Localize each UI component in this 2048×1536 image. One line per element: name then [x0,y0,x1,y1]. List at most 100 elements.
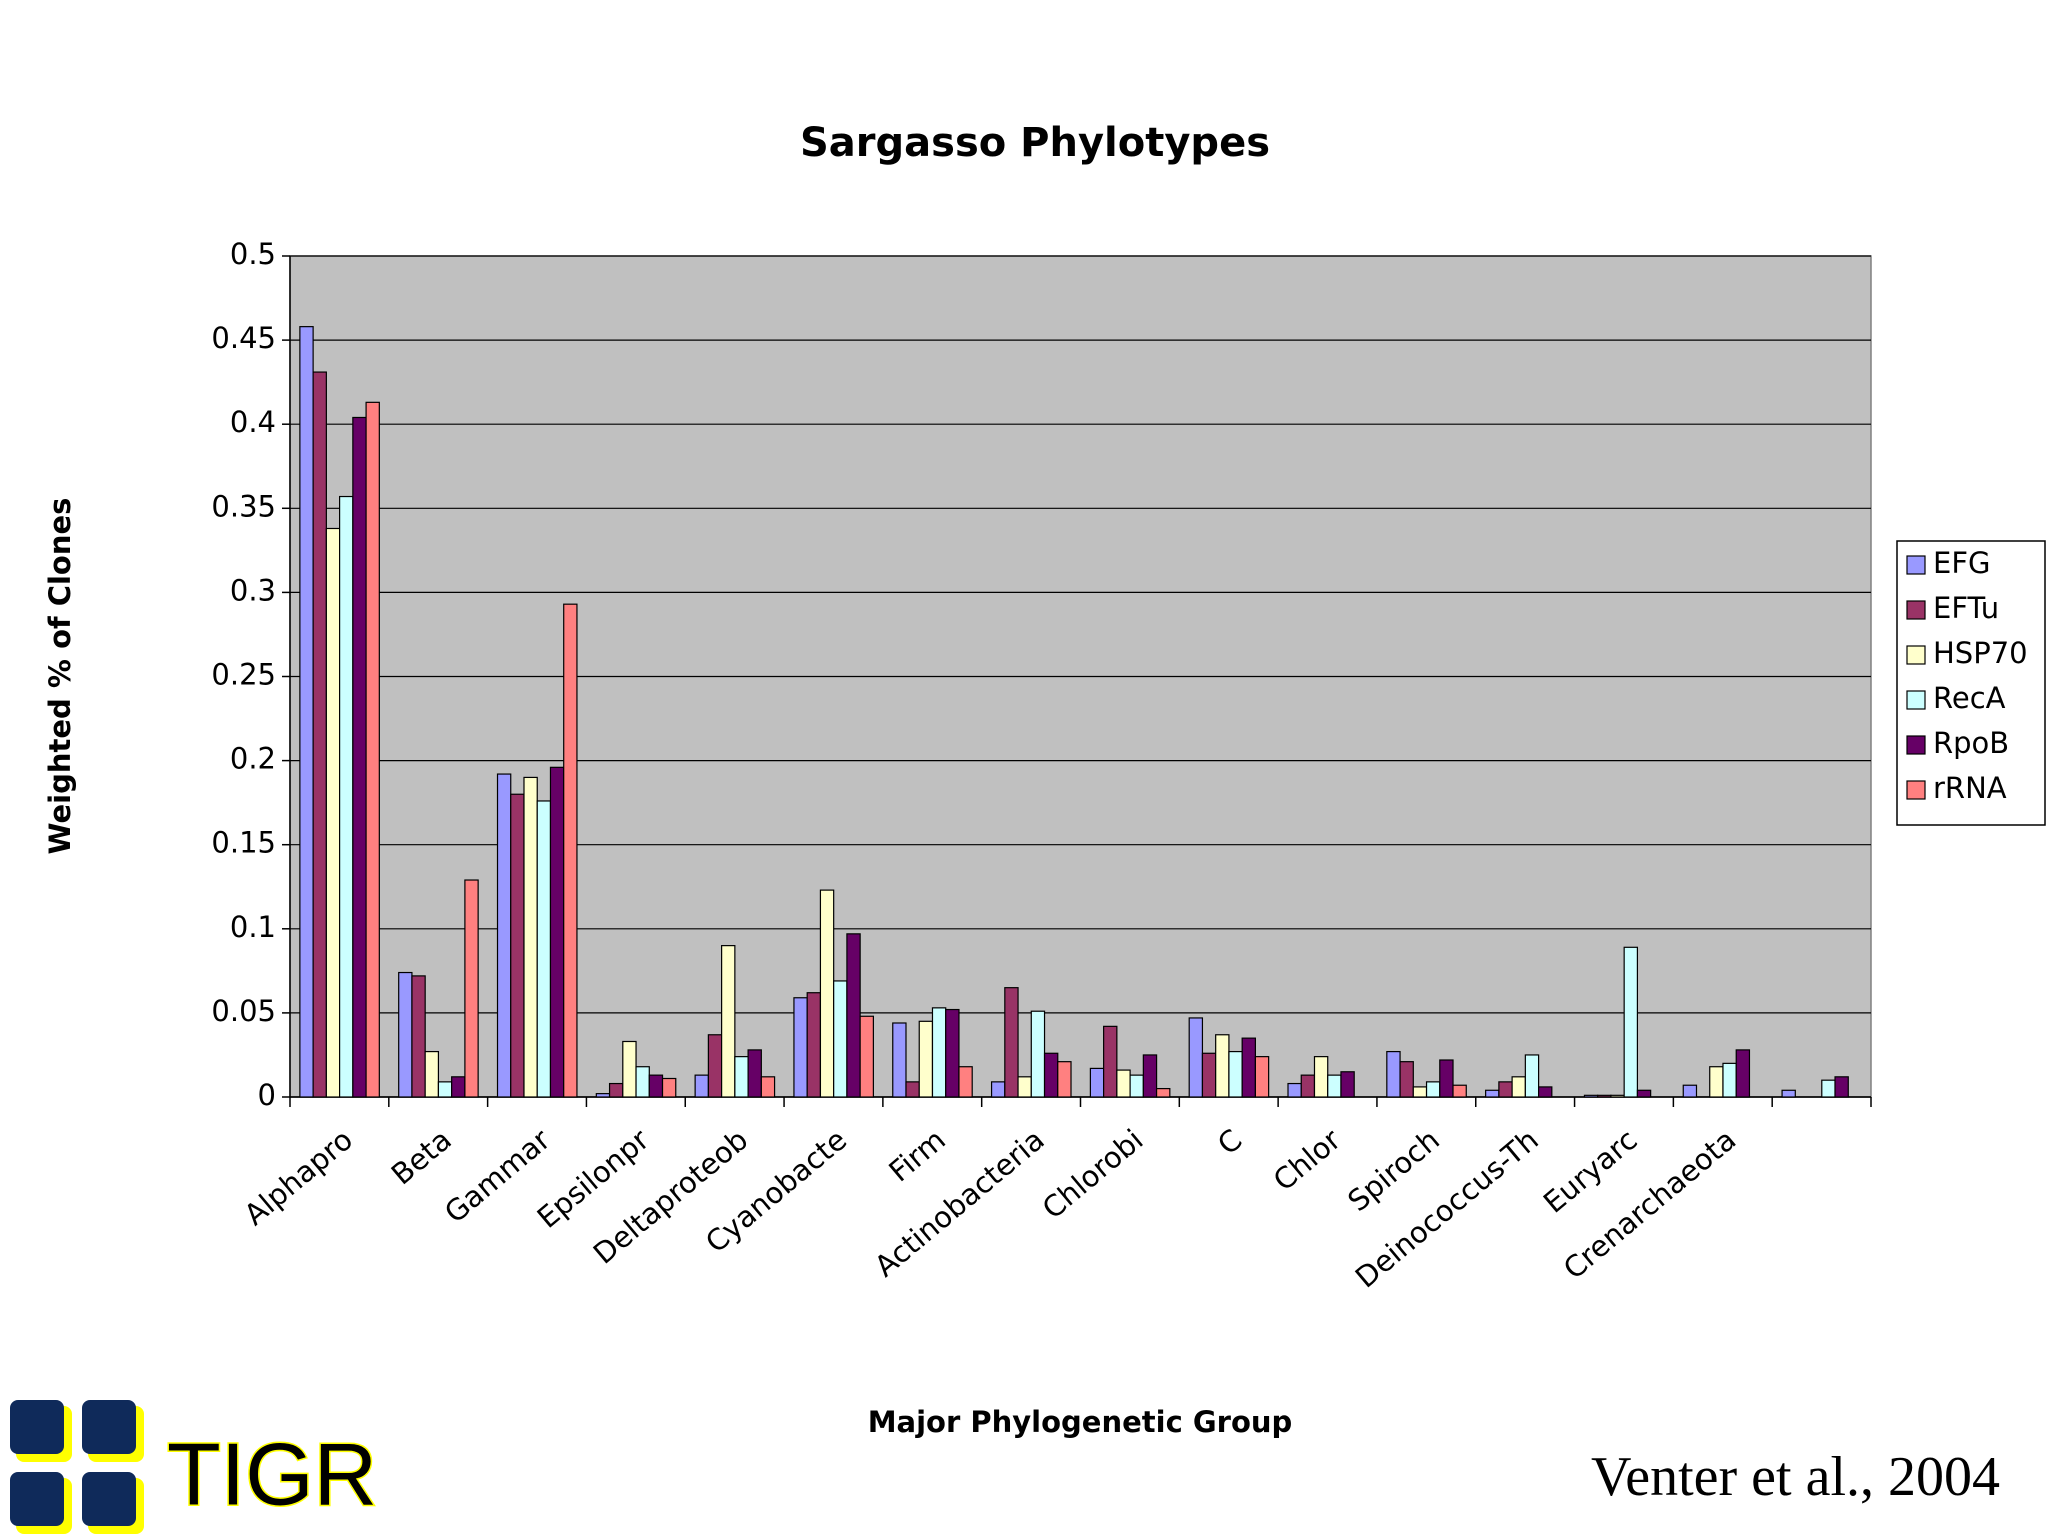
bar [846,933,861,1098]
bar [622,1040,637,1098]
bar [595,1093,611,1098]
bar [1834,1076,1849,1098]
bar [1089,1067,1105,1098]
bar [833,980,848,1098]
bar [563,603,578,1098]
bar [905,1081,920,1098]
bar [958,1066,973,1098]
bar [859,1015,874,1098]
legend-swatch [1906,690,1926,710]
bar [1485,1089,1500,1098]
bar [1188,1017,1204,1098]
bar [661,1077,677,1098]
bar [1735,1049,1751,1098]
y-tick-label: 0.15 [211,826,276,860]
bar [734,1056,749,1098]
bar [1057,1061,1072,1098]
legend-label: EFTu [1933,591,1999,625]
x-tick-label: Alphapro [238,1122,359,1232]
legend-swatch [1906,645,1926,665]
bar [931,1007,947,1098]
legend-swatch [1906,735,1926,755]
bar [1300,1074,1316,1098]
bar [424,1050,440,1098]
bar [793,997,808,1098]
bar [1399,1061,1414,1098]
x-axis-title: Major Phylogenetic Group [868,1405,1293,1439]
bar [1498,1081,1513,1098]
bar [451,1076,466,1098]
bar [365,401,380,1098]
bar [806,992,822,1098]
y-tick-label: 0.5 [230,237,276,271]
y-tick-label: 0.25 [211,658,276,692]
y-tick-label: 0.05 [211,994,276,1028]
bar [299,326,314,1098]
bar [635,1066,650,1098]
chart-title: Sargasso Phylotypes [800,120,1270,166]
bar [1597,1094,1612,1098]
bar [1439,1059,1454,1098]
x-tick-label: Chlorobi [1036,1122,1150,1225]
bar [1129,1074,1144,1098]
bar [1017,1076,1032,1098]
x-tick-label: Firm [882,1122,952,1188]
bar [549,766,565,1098]
legend-swatch [1906,555,1926,575]
bar [1636,1089,1652,1098]
x-tick-label: Deinococcus-Th [1349,1122,1545,1294]
bar [918,1020,934,1098]
bar [1781,1089,1796,1098]
bar [1386,1050,1401,1098]
bar [1452,1084,1467,1098]
bar [523,776,538,1098]
bar [1821,1079,1836,1098]
bar [747,1049,762,1098]
bar [1610,1094,1625,1098]
bar [437,1081,453,1098]
bar [819,889,835,1098]
logo-text: TIGR [167,1424,377,1523]
bar [536,800,552,1098]
x-tick-label: Beta [385,1122,458,1191]
bar [1524,1054,1540,1098]
bar [1327,1074,1342,1098]
bar [1228,1050,1243,1098]
y-tick-label: 0.45 [211,321,276,355]
bar [411,975,426,1098]
bar [1116,1069,1131,1098]
bar [1287,1082,1302,1098]
bar [496,773,512,1098]
legend-box [1896,540,2046,826]
bar [721,945,736,1098]
bar [945,1008,960,1098]
bar [1709,1066,1724,1098]
bar [1722,1062,1737,1098]
bar [510,793,525,1098]
bar [1142,1054,1158,1098]
y-tick-label: 0.35 [211,489,276,523]
bar [1241,1037,1256,1098]
bar [1254,1056,1270,1098]
legend-label: HSP70 [1933,636,2028,670]
y-tick-label: 0.4 [230,405,276,439]
legend-swatch [1906,600,1926,620]
bar [1537,1086,1553,1098]
citation: Venter et al., 2004 [1591,1446,2000,1508]
bar [1425,1081,1441,1098]
legend-label: rRNA [1933,771,2007,805]
bar [1004,987,1019,1098]
bar [1215,1034,1230,1098]
bar [990,1081,1006,1098]
bar [339,495,354,1098]
x-tick-label: C [1211,1122,1248,1161]
x-tick-label: Actinobacteria [868,1122,1051,1283]
bar [1583,1094,1599,1098]
bar [1043,1052,1059,1098]
y-axis-title: Weighted % of Clones [43,498,77,855]
bar [648,1074,664,1098]
y-tick-label: 0.1 [230,910,276,944]
bar [608,1082,624,1098]
bar [1201,1052,1217,1098]
bar [707,1034,723,1098]
